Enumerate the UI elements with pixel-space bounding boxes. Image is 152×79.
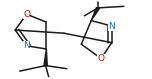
Polygon shape <box>91 8 100 21</box>
Text: N: N <box>108 22 115 31</box>
Text: O: O <box>23 10 30 19</box>
Text: O: O <box>98 54 105 63</box>
Text: N: N <box>23 41 30 50</box>
Polygon shape <box>44 49 47 66</box>
